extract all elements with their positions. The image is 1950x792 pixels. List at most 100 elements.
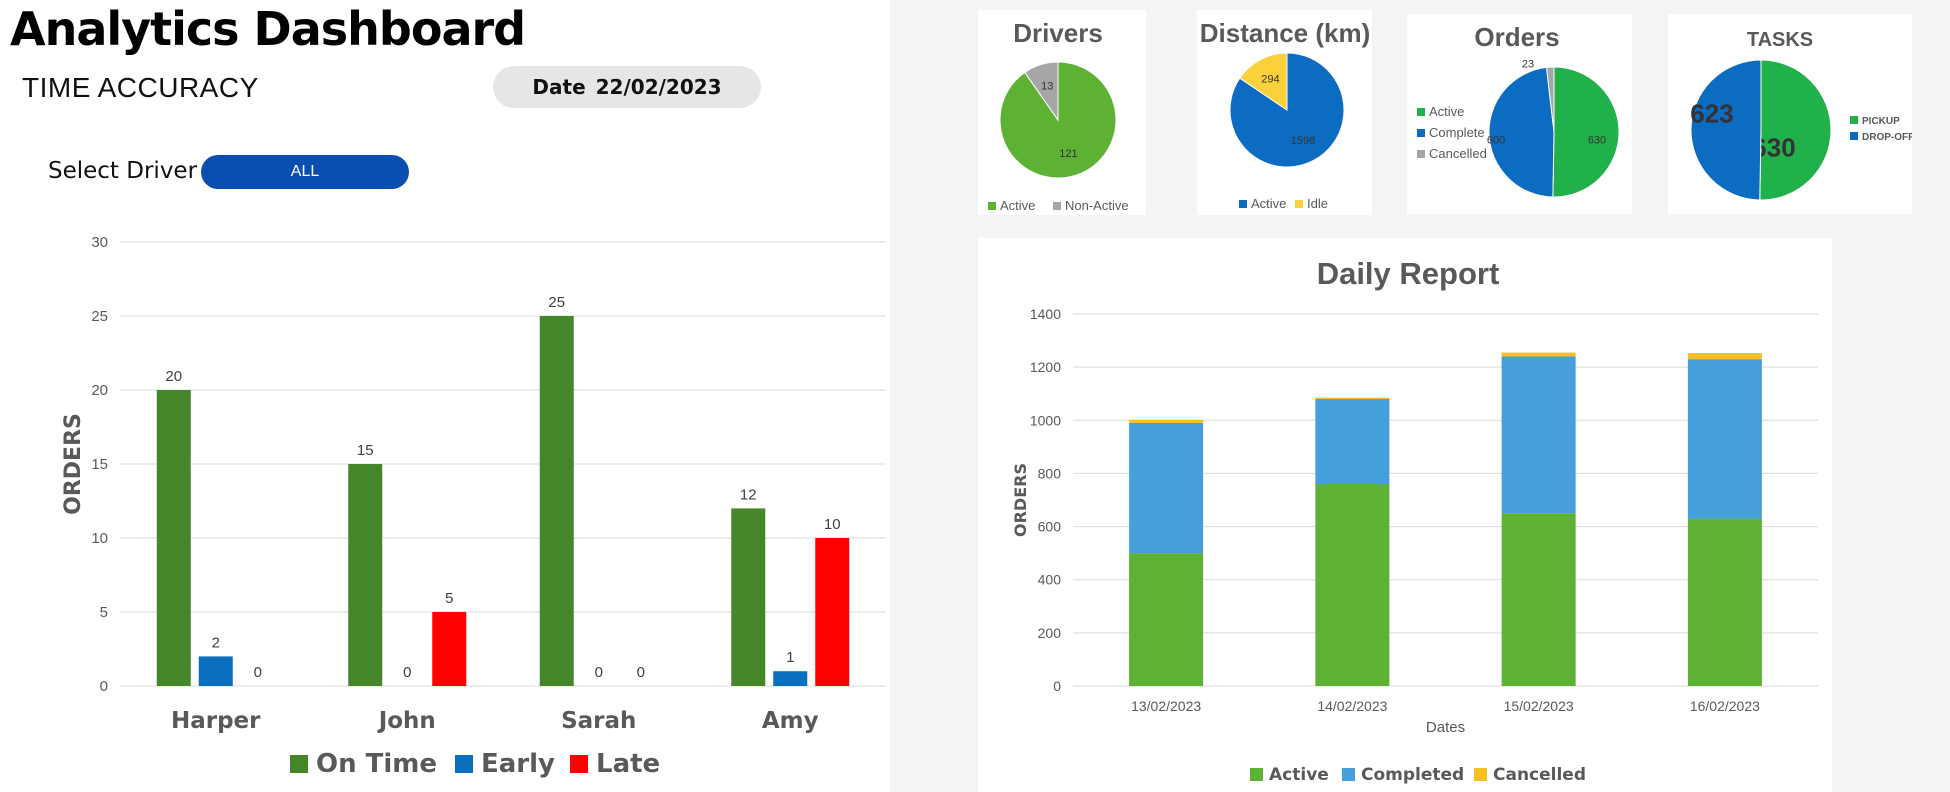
drivers-pie-card: 121 13 Drivers Active Non-Active [978, 10, 1146, 215]
x-tick-label: Harper [171, 708, 261, 734]
x-tick-label: Amy [762, 708, 819, 734]
time-accuracy-chart: 0 5 10 15 20 25 30 ORDERS 20 2 0 Harper 15 0 5 John 25 0 0… [50, 218, 890, 792]
bar-late [815, 538, 850, 686]
legend-label: PICKUP [1862, 116, 1900, 127]
legend-swatch [455, 755, 473, 773]
y-tick-label: 25 [91, 308, 108, 325]
x-tick-label: 15/02/2023 [1504, 698, 1574, 714]
y-tick-label: 15 [91, 456, 108, 473]
legend-label: Cancelled [1493, 765, 1586, 785]
bar-on-time [731, 508, 766, 686]
bar-early [198, 656, 233, 686]
pie-data-label: 1598 [1291, 135, 1315, 147]
bar-active [1315, 484, 1390, 686]
legend-swatch [988, 202, 996, 210]
bar-active [1687, 518, 1762, 686]
orders-pie-svg: 630 600 23 Orders Active Complete Cancelled [1417, 22, 1620, 198]
bar-on-time [539, 316, 574, 686]
legend-swatch [290, 755, 308, 773]
pie-slice-cancelled [1545, 66, 1555, 133]
x-tick-label: 13/02/2023 [1131, 698, 1201, 714]
daily-report-chart: Daily Report 0 200 400 600 800 1000 1200 1400 ORD… [978, 238, 1832, 792]
legend-swatch [1417, 108, 1425, 116]
legend-swatch [1295, 200, 1303, 208]
select-driver-label: Select Driver [48, 158, 198, 184]
data-label: 12 [740, 486, 757, 503]
y-tick-label: 1400 [1030, 306, 1061, 322]
legend-label: Completed [1361, 765, 1464, 785]
y-tick-label: 30 [91, 234, 108, 251]
pie-data-label: 600 [1487, 135, 1505, 147]
y-tick-label: 800 [1038, 465, 1062, 481]
bar-active [1501, 513, 1576, 686]
y-tick-label: 200 [1038, 625, 1062, 641]
bar-early [773, 671, 808, 686]
y-tick-label: 10 [91, 530, 108, 547]
y-tick-label: 5 [100, 604, 108, 621]
data-label: 5 [445, 590, 453, 607]
driver-select[interactable]: ALL [201, 155, 409, 189]
pie-title: Drivers [1013, 18, 1103, 48]
y-tick-label: 1200 [1030, 359, 1061, 375]
legend-swatch [1417, 150, 1425, 158]
y-tick-label: 400 [1038, 572, 1062, 588]
legend-swatch [1053, 202, 1061, 210]
pie-data-label: 630 [1588, 135, 1606, 147]
drivers-pie-svg: 121 13 Drivers Active Non-Active [988, 18, 1129, 213]
data-label: 0 [254, 664, 262, 681]
date-display[interactable]: Date 22/02/2023 [493, 66, 761, 108]
data-label: 0 [403, 664, 411, 681]
legend-label: Cancelled [1429, 146, 1487, 161]
legend-label: Active [1429, 104, 1464, 119]
bar-active [1129, 553, 1204, 686]
data-label: 15 [357, 442, 374, 459]
bar-cancelled [1501, 352, 1576, 357]
y-tick-label: 20 [91, 382, 108, 399]
bar-completed [1687, 359, 1762, 519]
data-label: 25 [548, 294, 565, 311]
legend-swatch [1342, 768, 1355, 781]
pie-title: Distance (km) [1200, 18, 1371, 48]
legend-label: Early [481, 749, 555, 779]
pie-data-label: 294 [1261, 73, 1279, 85]
legend-swatch [570, 755, 588, 773]
y-tick-label: 0 [100, 678, 108, 695]
data-label: 2 [212, 634, 220, 651]
y-axis-label: ORDERS [61, 413, 86, 515]
section-title: TIME ACCURACY [22, 72, 259, 103]
legend-swatch [1850, 132, 1858, 140]
date-label: Date [532, 75, 586, 99]
bar-completed [1315, 399, 1390, 485]
legend-label: Non-Active [1065, 198, 1129, 213]
legend-label: Active [1251, 196, 1286, 211]
legend-swatch [1850, 116, 1858, 124]
pie-title: Orders [1474, 22, 1559, 52]
data-label: 0 [595, 664, 603, 681]
orders-pie-card: 630 600 23 Orders Active Complete Cancelled [1407, 14, 1632, 214]
legend-label: Active [1000, 198, 1035, 213]
legend-label: Idle [1307, 196, 1328, 211]
data-label: 10 [824, 516, 841, 533]
data-label: 0 [637, 664, 645, 681]
y-axis-label: ORDERS [1011, 463, 1030, 537]
bar-completed [1501, 356, 1576, 514]
pie-data-label: 623 [1690, 99, 1733, 129]
daily-report-chart-svg: Daily Report 0 200 400 600 800 1000 1200 1400 ORD… [1011, 256, 1818, 785]
bar-completed [1129, 422, 1204, 554]
data-label: 1 [786, 649, 794, 666]
pie-slice-drop-off [1690, 59, 1762, 201]
pie-title: TASKS [1747, 29, 1813, 51]
app-title: Analytics Dashboard [10, 2, 526, 56]
y-tick-label: 0 [1053, 678, 1061, 694]
pie-slice-non-active [1024, 61, 1059, 122]
pie-slice-pickup [1759, 59, 1832, 201]
legend-label: On Time [316, 749, 437, 779]
legend-swatch [1417, 129, 1425, 137]
pie-data-label: 121 [1059, 148, 1077, 160]
pie-slice-active [1552, 66, 1620, 198]
pie-slice-idle [1239, 52, 1288, 111]
x-tick-label: John [377, 708, 436, 734]
bar-cancelled [1315, 397, 1390, 400]
